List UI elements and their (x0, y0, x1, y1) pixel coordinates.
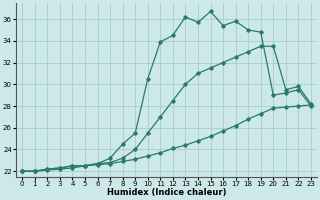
X-axis label: Humidex (Indice chaleur): Humidex (Indice chaleur) (107, 188, 226, 197)
